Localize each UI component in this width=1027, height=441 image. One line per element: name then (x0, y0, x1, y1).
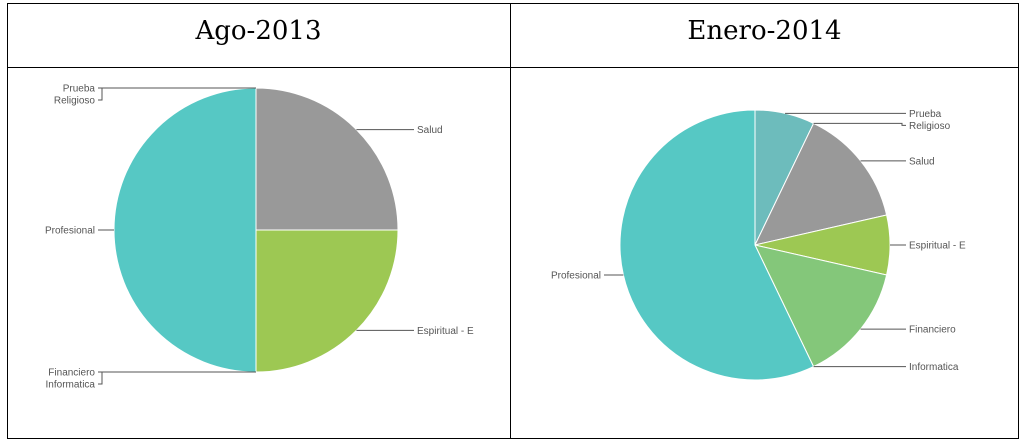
column-header-ago-2013: Ago-2013 (195, 16, 322, 46)
slice-label-profesional: Profesional (551, 271, 601, 282)
table-border-header (7, 67, 1019, 68)
pie-slices (113, 87, 399, 373)
slice-label-prueba: Prueba (909, 109, 942, 120)
slice-label-financiero: Financiero (909, 325, 956, 336)
slice-label-prueba: Prueba (63, 84, 96, 95)
table-border-left (7, 3, 8, 439)
slice-label-religioso: Religioso (909, 121, 951, 132)
pie-slices (619, 109, 891, 381)
pie-slice-salud (255, 87, 399, 231)
slice-label-informatica: Informatica (909, 362, 959, 373)
slice-label-espiritual-e: Espiritual - E (909, 241, 966, 252)
pie-slice-profesional (113, 87, 257, 373)
pie-slice-espiritual-e (255, 229, 399, 373)
slice-label-salud: Salud (417, 125, 443, 136)
comparison-table: Ago-2013 Enero-2014 Prueba Religioso Salud… (7, 3, 1019, 439)
slice-label-informatica: Informatica (46, 380, 96, 391)
slice-label-espiritual-e: Espiritual - E (417, 326, 474, 337)
leader-line-religioso (813, 122, 906, 126)
slice-label-religioso: Religioso (54, 96, 96, 107)
leader-line-informatica (98, 371, 256, 385)
table-border-top (7, 3, 1019, 4)
slice-label-profesional: Profesional (45, 226, 95, 237)
slice-label-salud: Salud (909, 156, 935, 167)
table-border-right (1018, 3, 1019, 439)
slice-label-financiero: Financiero (48, 368, 95, 379)
pie-slice-salud (754, 122, 888, 246)
pie-slice-financiero (754, 244, 888, 368)
pie-slice-profesional (619, 109, 815, 381)
table-border-bottom (7, 438, 1019, 439)
leader-line-religioso (98, 87, 256, 101)
column-header-enero-2014: Enero-2014 (687, 16, 842, 46)
table-divider-middle (510, 3, 511, 439)
